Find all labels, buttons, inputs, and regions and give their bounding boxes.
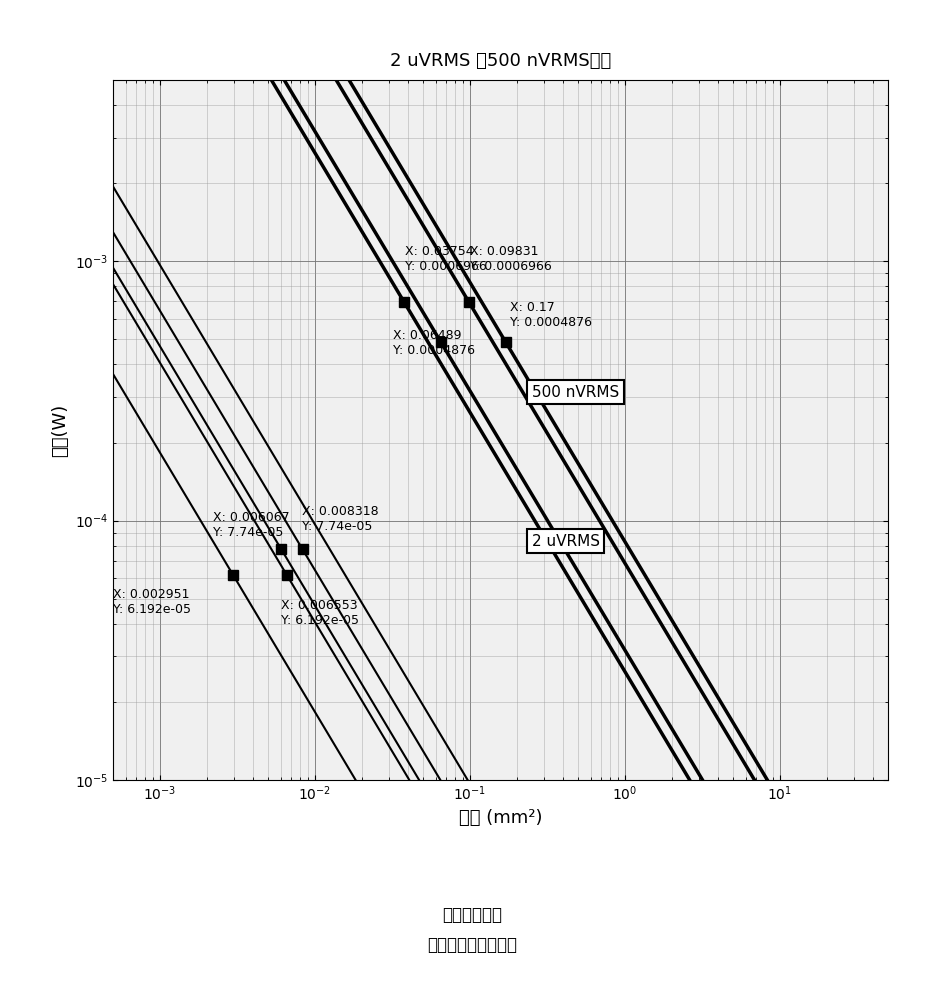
Text: X: 0.06489
Y: 0.0004876: X: 0.06489 Y: 0.0004876: [393, 329, 475, 357]
Text: X: 0.03754
Y: 0.0006966: X: 0.03754 Y: 0.0006966: [404, 245, 486, 273]
Text: 500 nVRMS: 500 nVRMS: [531, 385, 618, 400]
Text: 用于预定义的
噪声行为的性能曲线: 用于预定义的 噪声行为的性能曲线: [427, 906, 517, 954]
Text: X: 0.002951
Y: 6.192e-05: X: 0.002951 Y: 6.192e-05: [113, 588, 192, 616]
Title: 2 uVRMS 与500 nVRMS比较: 2 uVRMS 与500 nVRMS比较: [390, 52, 611, 70]
Text: X: 0.008318
Y: 7.74e-05: X: 0.008318 Y: 7.74e-05: [302, 505, 379, 533]
X-axis label: 面积 (mm²): 面积 (mm²): [459, 809, 542, 827]
Text: X: 0.006553
Y: 6.192e-05: X: 0.006553 Y: 6.192e-05: [280, 599, 359, 627]
Text: X: 0.006067
Y: 7.74e-05: X: 0.006067 Y: 7.74e-05: [213, 511, 290, 539]
Text: X: 0.17
Y: 0.0004876: X: 0.17 Y: 0.0004876: [509, 301, 591, 329]
Text: X: 0.09831
Y: 0.0006966: X: 0.09831 Y: 0.0006966: [469, 245, 551, 273]
Text: 2 uVRMS: 2 uVRMS: [531, 534, 599, 549]
Y-axis label: 功率(W): 功率(W): [51, 403, 70, 457]
